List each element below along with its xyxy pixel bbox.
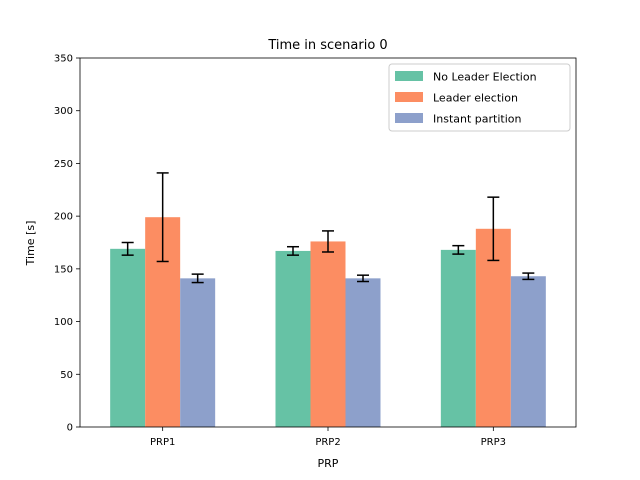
x-tick-label: PRP1 (150, 437, 175, 448)
legend-label: No Leader Election (433, 71, 537, 84)
x-tick-label: PRP3 (481, 437, 506, 448)
y-tick-label: 50 (60, 370, 73, 381)
y-tick-label: 300 (54, 106, 73, 117)
legend-label: Leader election (433, 92, 518, 105)
bar (475, 228, 511, 427)
legend-swatch (395, 71, 423, 81)
bar (110, 248, 146, 427)
y-axis: 0 50 100 150 200 250 300 350 (54, 54, 80, 434)
y-tick-label: 150 (54, 264, 73, 275)
bar (510, 276, 546, 427)
legend-box (388, 63, 571, 132)
x-axis-label: PRP (318, 457, 339, 470)
y-tick-label: 200 (54, 212, 73, 223)
y-tick-label: 0 (67, 423, 73, 434)
legend-swatch (395, 92, 423, 102)
bar (180, 278, 216, 427)
y-tick-label: 250 (54, 159, 73, 170)
legend-label: Instant partition (433, 113, 521, 126)
chart-title: Time in scenario 0 (267, 38, 387, 53)
bar-group (110, 217, 546, 427)
x-axis: PRP1 PRP2 PRP3 (150, 427, 506, 448)
legend: No Leader Election Leader election Instant… (388, 63, 571, 132)
y-tick-label: 350 (54, 54, 73, 65)
x-tick-label: PRP2 (315, 437, 340, 448)
plot-frame (79, 57, 577, 428)
bar (310, 241, 346, 427)
y-tick-label: 100 (54, 317, 73, 328)
bar (275, 250, 311, 427)
bar (345, 278, 381, 427)
legend-swatch (395, 113, 423, 123)
bar (440, 249, 476, 427)
error-bar-group (121, 172, 535, 284)
y-axis-label: Time [s] (24, 221, 37, 267)
